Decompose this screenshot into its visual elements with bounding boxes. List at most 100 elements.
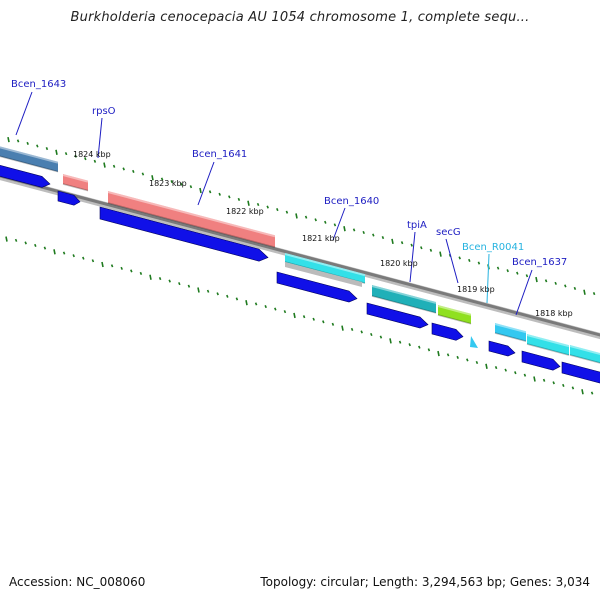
gene-label: secG [436,227,461,238]
tick [216,292,219,296]
tick [53,249,56,255]
tick [139,271,143,276]
gene-label: Bcen_1640 [324,196,379,207]
cds-arrow [99,206,269,262]
gene-bar [527,334,569,356]
tick [372,233,375,237]
gene-bar-shade [569,354,600,364]
gene-bar-highlight [437,305,472,316]
tick [141,172,145,176]
tick [352,228,356,232]
gene-bar-highlight [371,285,437,304]
cds-arrow [521,350,561,371]
kbp-labels: 1824 kbp 1823 kbp 1822 kbp 1821 kbp 1820 kbp… [73,150,573,318]
tick [456,355,459,359]
tick [533,376,536,382]
leader-line [486,253,490,304]
tick [381,236,385,240]
map-title: Burkholderia cenocepacia AU 1054 chromos… [70,10,530,25]
inner-tick-row [5,236,594,395]
tick [55,149,58,155]
tick [64,152,68,156]
gene-bar-shade [494,332,527,342]
tick [101,261,104,268]
tick [91,259,95,263]
tick [324,220,327,224]
tick [583,289,586,295]
tick [158,276,162,281]
tick [208,190,212,194]
tick [437,350,440,357]
tick [562,383,565,387]
tick [254,302,258,306]
cds-arrow [431,322,464,341]
gene-bar [495,323,526,342]
tick [362,230,365,235]
tick [331,322,335,326]
tick [398,340,402,344]
tick [36,144,39,148]
tick [554,281,557,285]
tick [34,243,37,248]
tick [350,327,354,331]
gene-bar [0,146,58,172]
tick [343,226,346,232]
gene-bar-highlight [107,191,276,238]
leader-line [15,91,33,136]
tick [197,287,200,293]
tick [132,169,135,173]
tick [151,175,154,181]
kbp-label: 1824 kbp [73,150,111,159]
tick [302,315,306,319]
tick [180,182,183,186]
kbp-label: 1819 kbp [457,285,495,294]
tick [74,154,77,158]
outer-tick-row [7,136,596,296]
tick [446,353,450,357]
tick [112,164,116,168]
tick [573,286,577,291]
gene-bar-shade [437,314,472,325]
tick [293,312,296,319]
tick [391,238,394,245]
cds-arrow [57,190,81,206]
kbp-label: 1823 kbp [149,179,187,188]
tick [564,284,567,288]
tick [228,195,231,199]
tick [5,236,8,242]
topology-text: Topology: circular; Length: 3,294,563 bp… [260,575,590,589]
tick [475,360,479,365]
leader-line [409,231,416,283]
backbone-line [0,174,600,337]
leader-line [515,269,533,316]
tick [485,363,488,369]
tick [477,261,481,265]
tick [496,266,500,270]
gene-bar [285,253,365,284]
tick [581,389,584,395]
tick [544,279,548,283]
cds-arrow [366,302,429,329]
tick [494,366,498,370]
cds-arrows [0,165,600,384]
tick [62,251,66,255]
tick [264,304,267,309]
gene-bars [0,146,600,364]
tick [189,185,193,189]
gene-bar [372,285,436,313]
gene-bar-highlight [284,253,366,277]
tick [418,345,421,349]
tick [206,289,210,293]
cds-arrow [488,340,516,357]
gene-bar-highlight [569,345,600,355]
tick [360,330,363,334]
tick [389,338,392,344]
tick [149,274,152,280]
tick [466,358,469,362]
tick [420,246,423,250]
tick [400,241,404,245]
gene-bar-shade [371,295,437,314]
tick [160,177,164,181]
leader-line [445,238,459,284]
